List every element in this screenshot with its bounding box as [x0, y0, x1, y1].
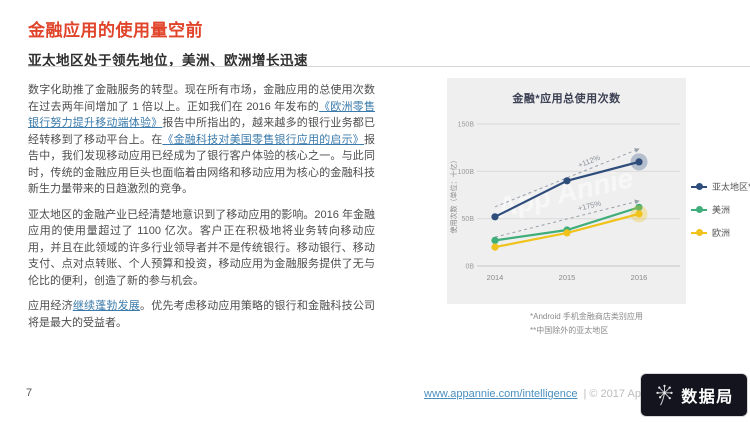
paragraph: 亚太地区的金融产业已经清楚地意识到了移动应用的影响。2016 年金融应用的使用量… — [28, 207, 375, 290]
footer: www.appannie.com/intelligence | © 2017 Ap… — [424, 388, 678, 400]
dandelion-icon — [656, 384, 673, 405]
legend-item: 美洲 — [691, 203, 750, 216]
text-run: 亚太地区的金融产业已经清楚地意识到了移动应用的影响。2016 年金融应用的使用量… — [28, 208, 375, 287]
text-run: 。优先考虑移动应用策略的银行和金融科技公司将是最大的受益者。 — [28, 300, 376, 329]
page-title: 金融应用的使用量空前 — [28, 21, 203, 40]
watermark-text: 数据局 — [681, 389, 734, 406]
text-run: 报告中所指出的，越来越多的银行业务都已经转移到了移动平台上。在 — [28, 117, 376, 146]
text-run: 报告中，我们发现移动应用已经成为了银行客户体验的核心之一。与此同时，传统的金融应… — [28, 133, 376, 196]
svg-text:50B: 50B — [462, 216, 475, 223]
svg-text:0B: 0B — [465, 264, 474, 271]
svg-text:使用次数（单位：十亿）: 使用次数（单位：十亿） — [449, 157, 458, 234]
legend-marker — [691, 206, 707, 213]
footnote-apac: **中国除外的亚太地区 — [530, 326, 609, 336]
svg-text:+112%: +112% — [577, 153, 602, 170]
legend-label: 美洲 — [712, 205, 731, 215]
chart-title: 金融*应用总使用次数 — [512, 93, 621, 105]
text-link[interactable]: 《金融科技对美国零售银行应用的启示》 — [162, 133, 365, 146]
chart-card: 金融*应用总使用次数 App Annie 0B 50B 100B 150B 2014 201… — [447, 78, 686, 304]
legend-item: 亚太地区** — [691, 180, 750, 193]
text-link[interactable]: 《欧洲零售银行努力提升移动端体验》 — [28, 100, 376, 130]
page-subtitle: 亚太地区处于领先地位，美洲、欧洲增长迅速 — [28, 53, 308, 68]
chart-footnotes: *Android 手机金融商店类别应用 **中国除外的亚太地区 — [530, 310, 643, 339]
page-number: 7 — [26, 387, 33, 399]
text-link[interactable]: 继续蓬勃发展 — [72, 300, 141, 312]
legend-item: 欧洲 — [691, 226, 750, 239]
footnote-android: *Android 手机金融商店类别应用 — [530, 312, 643, 321]
legend-marker — [691, 183, 707, 190]
paragraph: 应用经济继续蓬勃发展。优先考虑移动应用策略的银行和金融科技公司将是最大的受益者。 — [28, 298, 375, 331]
legend-label: 欧洲 — [712, 228, 731, 238]
text-run: 应用经济 — [28, 300, 73, 312]
header: 金融应用的使用量空前 亚太地区处于领先地位，美洲、欧洲增长迅速 — [28, 16, 722, 69]
svg-text:2015: 2015 — [559, 273, 576, 282]
body-text-column: 数字化助推了金融服务的转型。现在所有市场，金融应用的总使用次数在过去两年间增加了… — [28, 82, 375, 340]
svg-text:2014: 2014 — [487, 273, 504, 282]
text-run: 数字化助推了金融服务的转型。现在所有市场，金融应用的总使用次数在过去两年间增加了… — [28, 84, 375, 113]
shujuju-watermark: 数据局 — [641, 374, 747, 416]
svg-text:150B: 150B — [458, 122, 475, 129]
svg-text:100B: 100B — [458, 169, 475, 176]
legend-label: 亚太地区** — [712, 182, 750, 192]
header-divider — [28, 66, 750, 67]
svg-text:2016: 2016 — [631, 273, 648, 282]
footer-url-link[interactable]: www.appannie.com/intelligence — [424, 388, 578, 400]
legend-marker — [691, 229, 707, 236]
paragraph: 数字化助推了金融服务的转型。现在所有市场，金融应用的总使用次数在过去两年间增加了… — [28, 82, 375, 198]
